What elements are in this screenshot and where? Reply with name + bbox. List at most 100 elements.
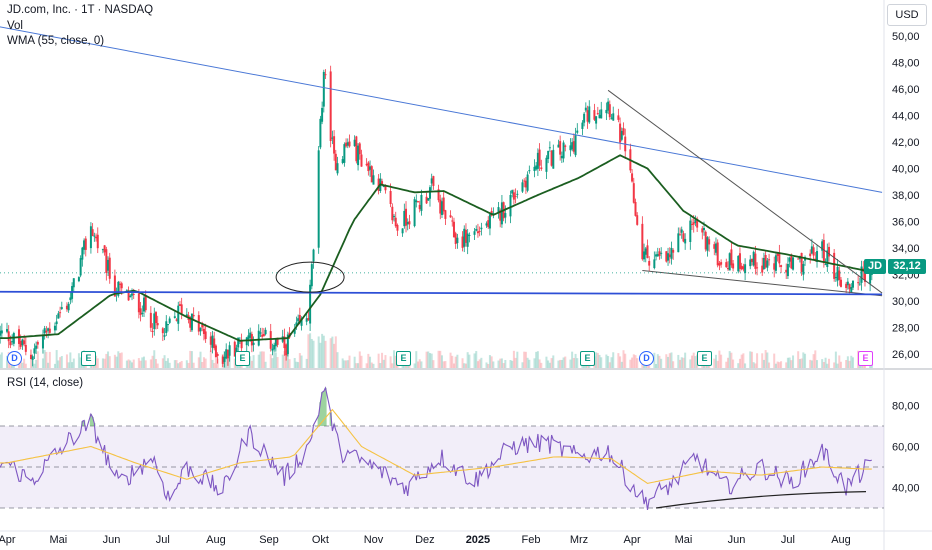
volume-bar xyxy=(103,358,106,368)
candle-body xyxy=(127,290,130,301)
candle-body xyxy=(691,224,694,226)
volume-bar xyxy=(369,356,372,368)
candle-body xyxy=(583,113,586,123)
y-tick-label: 46,00 xyxy=(892,84,920,96)
volume-bar xyxy=(113,354,116,368)
candle-body xyxy=(105,249,108,273)
earnings-event-icon[interactable]: E xyxy=(697,351,712,366)
volume-bar xyxy=(417,361,420,368)
candle-body xyxy=(216,353,219,356)
volume-bar xyxy=(31,357,34,368)
x-tick-label: Sep xyxy=(259,534,279,546)
candle-body xyxy=(802,264,805,275)
upcoming-earnings-icon[interactable]: E xyxy=(858,351,873,366)
candle-body xyxy=(461,236,464,248)
volume-bar xyxy=(261,351,264,368)
candle-body xyxy=(45,330,48,333)
candle-body xyxy=(523,180,526,182)
volume-bar xyxy=(120,352,123,368)
candle-body xyxy=(437,189,440,201)
candle-body xyxy=(750,258,753,263)
candle-body xyxy=(684,238,687,244)
candle-body xyxy=(428,187,431,199)
rsi-ma-line xyxy=(0,408,872,484)
earnings-event-icon[interactable]: E xyxy=(580,351,595,366)
volume-bar xyxy=(343,360,346,368)
volume-bar xyxy=(444,361,447,368)
candle-body xyxy=(822,239,825,264)
y-tick-label: 34,00 xyxy=(892,243,920,255)
candle-body xyxy=(425,196,428,204)
candle-body xyxy=(754,253,757,269)
candle-body xyxy=(718,263,721,266)
volume-bar xyxy=(297,362,300,368)
earnings-event-icon[interactable]: E xyxy=(396,351,411,366)
candle-body xyxy=(348,141,351,147)
candle-body xyxy=(131,293,134,296)
volume-bar xyxy=(632,354,635,368)
candle-body xyxy=(93,235,96,237)
volume-bar xyxy=(367,353,370,368)
dividend-event-icon[interactable]: D xyxy=(639,351,654,366)
candle-body xyxy=(307,318,310,321)
volume-bar xyxy=(381,352,384,368)
wma-label: WMA (55, close, 0) xyxy=(7,35,105,47)
candle-body xyxy=(773,263,776,270)
candle-body xyxy=(161,328,164,334)
candle-body xyxy=(245,337,248,346)
volume-bar xyxy=(718,350,721,368)
candle-body xyxy=(610,117,613,119)
candle-body xyxy=(357,145,360,166)
volume-bar xyxy=(119,353,122,368)
currency-button[interactable]: USD xyxy=(887,4,927,26)
volume-bar xyxy=(449,352,452,368)
candle-body xyxy=(574,135,577,156)
volume-bar xyxy=(281,354,284,368)
volume-bar xyxy=(624,353,627,368)
volume-bar xyxy=(826,363,829,368)
candle-body xyxy=(199,327,202,332)
candle-body xyxy=(163,335,166,337)
candle-body xyxy=(816,251,819,262)
volume-bar xyxy=(442,361,445,368)
volume-bar xyxy=(780,361,783,368)
candle-body xyxy=(413,199,416,227)
volume-bar xyxy=(288,359,291,368)
candle-body xyxy=(636,215,639,225)
candle-body xyxy=(403,210,406,227)
volume-bar xyxy=(571,351,574,368)
volume-bar xyxy=(177,363,180,368)
x-tick-label: Apr xyxy=(624,534,641,546)
candle-body xyxy=(21,339,24,346)
candle-body xyxy=(96,234,99,249)
volume-bar xyxy=(283,351,286,368)
candle-body xyxy=(143,297,146,312)
candle-body xyxy=(679,234,682,236)
earnings-event-icon[interactable]: E xyxy=(235,351,250,366)
volume-bar xyxy=(810,360,813,368)
candle-body xyxy=(108,257,111,279)
earnings-event-icon[interactable]: E xyxy=(81,351,96,366)
candle-body xyxy=(732,263,735,269)
volume-bar xyxy=(211,359,214,368)
candle-body xyxy=(84,238,87,250)
volume-bar xyxy=(393,350,396,368)
candle-body xyxy=(740,265,743,270)
candle-body xyxy=(365,163,368,166)
volume-bar xyxy=(836,363,839,368)
volume-bar xyxy=(754,363,757,368)
volume-bar xyxy=(454,356,457,368)
candle-body xyxy=(524,180,527,188)
candle-body xyxy=(449,215,452,218)
candle-body xyxy=(233,341,236,357)
candle-body xyxy=(768,259,771,261)
dividend-event-icon[interactable]: D xyxy=(7,351,22,366)
volume-bar xyxy=(552,355,555,368)
candle-body xyxy=(536,152,539,169)
volume-bar xyxy=(694,356,697,368)
candle-body xyxy=(310,264,313,287)
volume-bar xyxy=(321,333,324,368)
candle-body xyxy=(562,142,565,159)
x-tick-label: Jul xyxy=(781,534,795,546)
